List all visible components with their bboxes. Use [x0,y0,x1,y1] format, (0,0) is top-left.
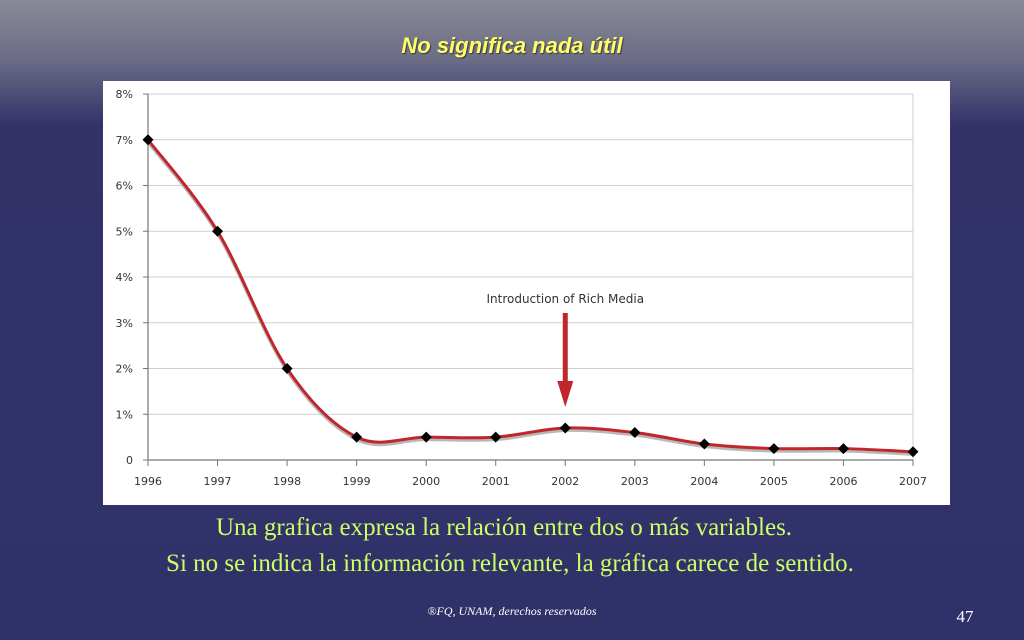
x-tick-label: 2007 [899,475,927,488]
y-tick-label: 1% [116,408,133,421]
y-tick-label: 4% [116,271,133,284]
y-tick-label: 0 [126,454,133,467]
data-point-marker [698,438,710,450]
data-point-marker [629,427,641,439]
x-tick-label: 2003 [621,475,649,488]
annotation-arrow-shaft [562,313,568,383]
data-point-marker [837,443,849,455]
y-tick-label: 5% [116,225,133,238]
x-tick-label: 2000 [412,475,440,488]
data-point-marker [768,443,780,455]
data-point-marker [420,431,432,443]
chart-panel: 0 1% 2% 3% 4% 5% 6% 7% 8% 1996 1997 1998 1999 2000 200… [103,81,950,505]
annotation-label: Introduction of Rich Media [486,292,644,306]
x-tick-label: 1999 [343,475,371,488]
x-tick-label: 1998 [273,475,301,488]
tick-labels: 0 1% 2% 3% 4% 5% 6% 7% 8% 1996 1997 1998 1999 2000 200… [116,88,927,488]
data-markers [142,134,919,458]
y-tick-label: 2% [116,363,133,376]
data-point-marker [351,431,363,443]
x-tick-label: 2006 [829,475,857,488]
x-tick-label: 2005 [760,475,788,488]
copyright-footer: ®FQ, UNAM, derechos reservados [427,604,597,618]
page-number: 47 [956,607,974,626]
data-point-marker [490,431,502,443]
x-tick-label: 2004 [690,475,718,488]
x-tick-label: 1997 [204,475,232,488]
annotation: Introduction of Rich Media [486,292,644,407]
data-point-marker [142,134,154,146]
annotation-arrow-head [557,381,574,407]
x-tick-label: 1996 [134,475,162,488]
caption-line-1: Una grafica expresa la relación entre do… [215,514,793,541]
y-tick-label: 7% [116,134,133,147]
data-point-marker [559,422,571,434]
slide-title: No significa nada útil [401,33,623,58]
y-tick-label: 8% [116,88,133,101]
x-tick-label: 2001 [482,475,510,488]
grid-lines [148,93,914,460]
data-point-marker [907,446,919,458]
y-tick-label: 6% [116,180,133,193]
data-point-marker [212,225,224,237]
line-chart: 0 1% 2% 3% 4% 5% 6% 7% 8% 1996 1997 1998 1999 2000 200… [116,88,927,488]
x-tick-label: 2002 [551,475,579,488]
data-point-marker [281,363,293,374]
y-tick-label: 3% [116,317,133,330]
caption-line-2: Si no se indica la información relevante… [166,550,854,577]
axes [143,93,914,466]
